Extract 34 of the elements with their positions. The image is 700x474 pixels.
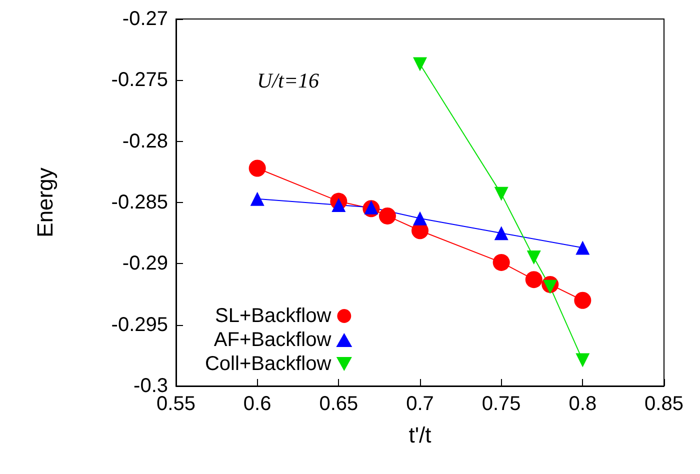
point [332, 198, 346, 212]
point [526, 250, 541, 265]
point [378, 207, 396, 224]
x-tick-label: 0.85 [644, 393, 684, 415]
annotation: U/t=16 [257, 68, 320, 92]
y-tick-label: -0.285 [111, 192, 168, 214]
x-tick-label: 0.7 [406, 393, 434, 415]
legend-label: AF+Backflow [214, 329, 332, 351]
x-axis-title: t'/t [408, 422, 432, 448]
x-tick-label: 0.65 [319, 393, 358, 415]
point [494, 186, 508, 201]
point [248, 160, 266, 177]
point [494, 226, 508, 240]
x-tick-label: 0.75 [482, 393, 521, 415]
point [413, 211, 427, 226]
point [413, 57, 427, 72]
point [543, 280, 558, 294]
y-tick-label: -0.295 [111, 314, 168, 336]
point [492, 254, 510, 271]
point [525, 271, 542, 288]
legend-label: SL+Backflow [214, 305, 332, 327]
point [576, 353, 590, 368]
point [576, 240, 590, 255]
x-tick-label: 0.6 [243, 393, 272, 415]
y-axis-title: Energy [32, 168, 58, 238]
y-tick-label: -0.27 [122, 8, 168, 30]
y-tick-label: -0.29 [122, 252, 168, 275]
x-tick-label: 0.8 [568, 393, 597, 415]
point [364, 200, 378, 214]
point [250, 192, 264, 206]
point [574, 292, 592, 309]
legend-label: Coll+Backflow [204, 353, 332, 375]
y-tick-label: -0.275 [111, 69, 168, 92]
y-tick-label: -0.28 [122, 130, 168, 152]
